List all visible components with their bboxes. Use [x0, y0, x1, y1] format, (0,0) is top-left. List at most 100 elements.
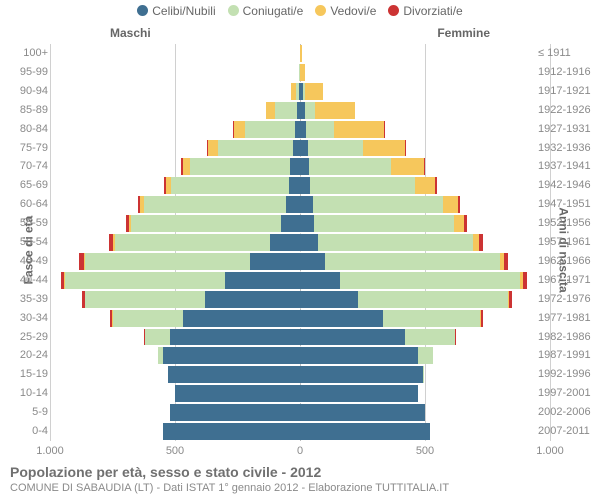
segment-celibi — [175, 385, 300, 402]
legend-label: Vedovi/e — [330, 4, 376, 18]
pyramid-row — [50, 422, 550, 441]
segment-coniugati — [245, 121, 295, 138]
segment-coniugati — [308, 140, 363, 157]
segment-coniugati — [314, 215, 454, 232]
legend-label: Divorziati/e — [403, 4, 462, 18]
birth-year-label: 1987-1991 — [538, 346, 594, 365]
col-header-male: Maschi — [110, 26, 151, 40]
bar-male — [50, 291, 300, 308]
segment-celibi — [293, 140, 301, 157]
pyramid-row — [50, 63, 550, 82]
legend-label: Celibi/Nubili — [152, 4, 215, 18]
age-label: 80-84 — [8, 120, 48, 139]
segment-coniugati — [309, 158, 392, 175]
pyramid-row — [50, 214, 550, 233]
age-label: 90-94 — [8, 82, 48, 101]
segment-coniugati — [144, 196, 287, 213]
age-label: 65-69 — [8, 176, 48, 195]
segment-coniugati — [423, 366, 424, 383]
segment-divorziati — [509, 291, 512, 308]
bar-female — [300, 366, 550, 383]
caption-subtitle: COMUNE DI SABAUDIA (LT) - Dati ISTAT 1° … — [10, 482, 590, 494]
segment-celibi — [300, 366, 423, 383]
segment-celibi — [183, 310, 301, 327]
segment-celibi — [250, 253, 300, 270]
segment-coniugati — [306, 121, 334, 138]
birth-year-label: 1977-1981 — [538, 309, 594, 328]
birth-year-label: 1957-1961 — [538, 233, 594, 252]
segment-vedovi — [391, 158, 424, 175]
segment-celibi — [300, 196, 313, 213]
birth-year-label: 1937-1941 — [538, 157, 594, 176]
age-label: 55-59 — [8, 214, 48, 233]
segment-celibi — [270, 234, 300, 251]
segment-celibi — [205, 291, 300, 308]
bar-male — [50, 196, 300, 213]
age-label: 0-4 — [8, 422, 48, 441]
segment-coniugati — [340, 272, 520, 289]
legend: Celibi/Nubili Coniugati/e Vedovi/e Divorzia… — [0, 4, 600, 18]
bar-female — [300, 347, 550, 364]
segment-vedovi — [266, 102, 275, 119]
segment-coniugati — [305, 102, 315, 119]
segment-divorziati — [435, 177, 437, 194]
segment-celibi — [170, 329, 300, 346]
legend-label: Coniugati/e — [243, 4, 304, 18]
segment-celibi — [163, 423, 301, 440]
pyramid-row — [50, 157, 550, 176]
segment-coniugati — [113, 310, 183, 327]
age-label: 100+ — [8, 44, 48, 63]
birth-year-label: 1922-1926 — [538, 101, 594, 120]
pyramid-row — [50, 233, 550, 252]
segment-coniugati — [383, 310, 481, 327]
segment-coniugati — [65, 272, 225, 289]
bar-male — [50, 64, 300, 81]
age-label: 50-54 — [8, 233, 48, 252]
segment-vedovi — [363, 140, 406, 157]
segment-celibi — [300, 347, 418, 364]
segment-vedovi — [300, 45, 302, 62]
segment-celibi — [225, 272, 300, 289]
x-tick-label: 0 — [280, 445, 320, 457]
bar-male — [50, 272, 300, 289]
segment-celibi — [170, 404, 300, 421]
bar-male — [50, 366, 300, 383]
age-label: 40-44 — [8, 271, 48, 290]
age-label: 85-89 — [8, 101, 48, 120]
segment-celibi — [286, 196, 300, 213]
segment-celibi — [289, 177, 300, 194]
birth-year-label: 1967-1971 — [538, 271, 594, 290]
pyramid-row — [50, 101, 550, 120]
bar-female — [300, 404, 550, 421]
segment-coniugati — [310, 177, 415, 194]
segment-vedovi — [208, 140, 218, 157]
segment-celibi — [300, 423, 430, 440]
legend-color-dot — [228, 5, 239, 16]
pyramid-row — [50, 120, 550, 139]
bar-male — [50, 158, 300, 175]
segment-coniugati — [145, 329, 170, 346]
pyramid-row — [50, 403, 550, 422]
segment-celibi — [300, 385, 418, 402]
bar-female — [300, 329, 550, 346]
segment-coniugati — [418, 347, 433, 364]
age-label: 30-34 — [8, 309, 48, 328]
pyramid-row — [50, 384, 550, 403]
segment-celibi — [300, 329, 405, 346]
segment-coniugati — [171, 177, 289, 194]
population-pyramid-chart: Celibi/Nubili Coniugati/e Vedovi/e Divorzia… — [0, 0, 600, 500]
segment-divorziati — [523, 272, 528, 289]
segment-divorziati — [504, 253, 509, 270]
birth-year-label: 2002-2006 — [538, 403, 594, 422]
segment-divorziati — [455, 329, 456, 346]
birth-year-label: 1942-1946 — [538, 176, 594, 195]
age-label: 15-19 — [8, 365, 48, 384]
birth-year-label: 1972-1976 — [538, 290, 594, 309]
bar-female — [300, 423, 550, 440]
bar-male — [50, 121, 300, 138]
bar-female — [300, 272, 550, 289]
age-label: 75-79 — [8, 139, 48, 158]
bar-female — [300, 102, 550, 119]
bar-female — [300, 234, 550, 251]
x-tick-label: 1.000 — [530, 445, 570, 457]
